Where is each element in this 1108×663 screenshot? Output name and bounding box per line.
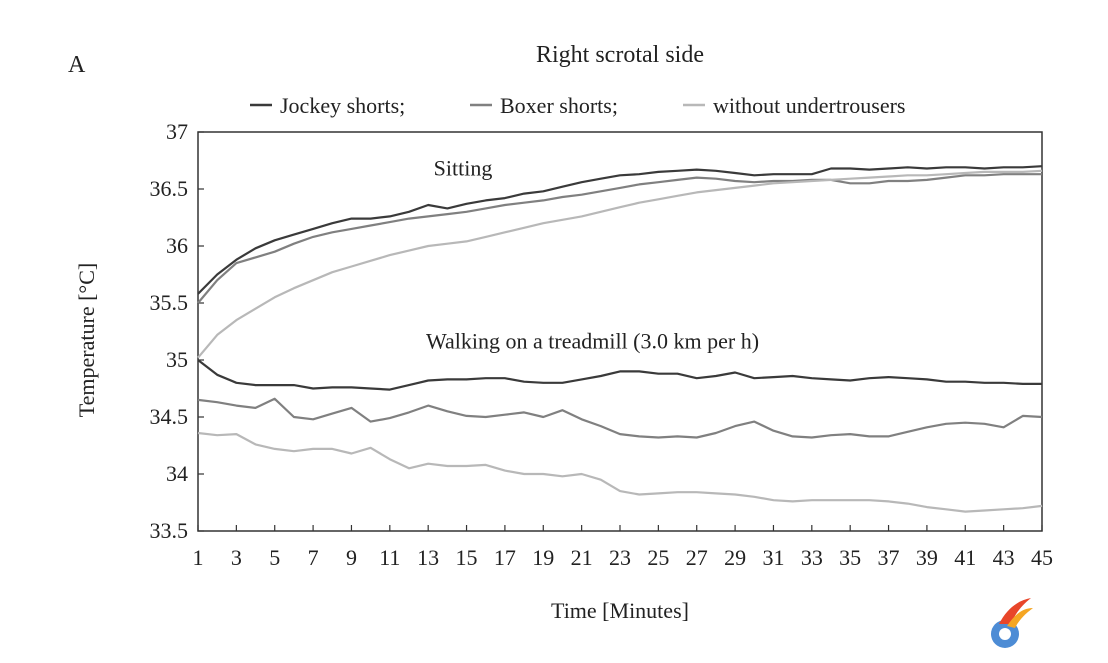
series-line-2 <box>197 169 1043 359</box>
series-line-0 <box>197 165 1043 295</box>
x-tick-label: 37 <box>878 545 900 570</box>
x-tick-label: 41 <box>954 545 976 570</box>
x-tick-label: 45 <box>1031 545 1053 570</box>
y-tick-label: 35.5 <box>150 290 189 315</box>
x-tick-label: 3 <box>231 545 242 570</box>
x-tick-label: 1 <box>193 545 204 570</box>
series-line-4 <box>197 397 1043 439</box>
y-axis-title: Temperature [°C] <box>74 263 99 417</box>
y-tick-label: 36 <box>166 233 188 258</box>
x-tick-label: 29 <box>724 545 746 570</box>
x-tick-label: 43 <box>993 545 1015 570</box>
x-tick-label: 21 <box>571 545 593 570</box>
legend-label: Boxer shorts; <box>500 93 618 118</box>
series-line-5 <box>197 431 1043 513</box>
y-tick-label: 37 <box>166 119 188 144</box>
y-tick-label: 36.5 <box>150 176 189 201</box>
x-tick-label: 9 <box>346 545 357 570</box>
legend-label: Jockey shorts; <box>280 93 405 118</box>
x-tick-label: 11 <box>379 545 400 570</box>
x-tick-label: 7 <box>308 545 319 570</box>
x-tick-label: 19 <box>532 545 554 570</box>
x-tick-label: 17 <box>494 545 516 570</box>
panel-label: A <box>68 52 86 78</box>
series-line-1 <box>197 173 1042 304</box>
series-line-3 <box>197 359 1042 391</box>
x-axis-title: Time [Minutes] <box>551 598 689 623</box>
x-tick-label: 13 <box>417 545 439 570</box>
legend-label: without undertrousers <box>713 93 905 118</box>
annotation-sitting: Sitting <box>434 155 493 180</box>
logo-icon <box>991 598 1033 648</box>
x-tick-label: 27 <box>686 545 708 570</box>
x-tick-label: 23 <box>609 545 631 570</box>
x-tick-label: 15 <box>456 545 478 570</box>
y-tick-label: 35 <box>166 347 188 372</box>
y-tick-label: 34.5 <box>150 404 189 429</box>
x-tick-label: 5 <box>269 545 280 570</box>
x-tick-label: 31 <box>762 545 784 570</box>
x-tick-label: 39 <box>916 545 938 570</box>
x-tick-label: 35 <box>839 545 861 570</box>
annotation-walking: Walking on a treadmill (3.0 km per h) <box>426 329 759 354</box>
y-tick-label: 34 <box>166 461 188 486</box>
y-tick-label: 33.5 <box>150 518 189 543</box>
chart-title: Right scrotal side <box>536 42 704 68</box>
x-tick-label: 33 <box>801 545 823 570</box>
x-tick-label: 25 <box>647 545 669 570</box>
